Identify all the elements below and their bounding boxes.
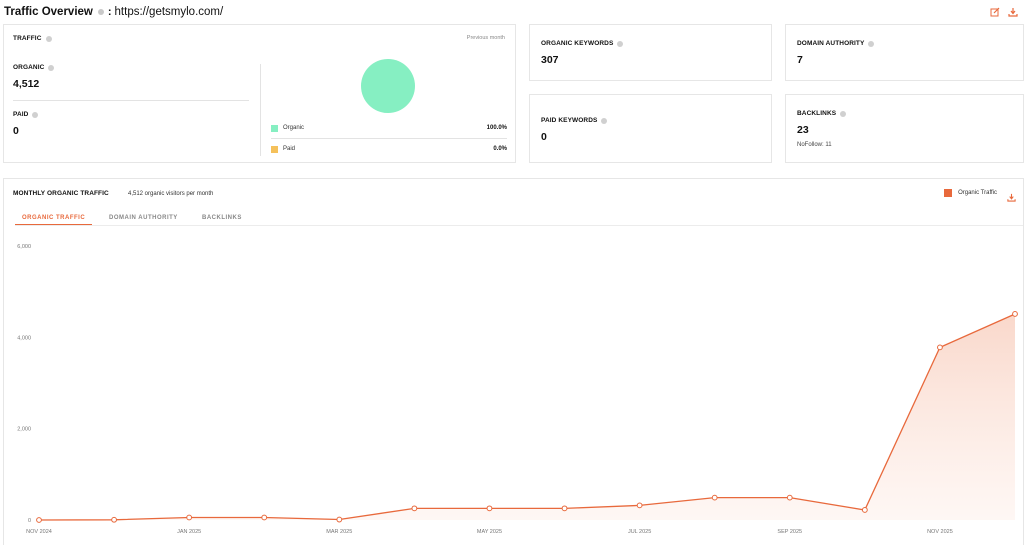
- domain-authority-value: 7: [797, 54, 803, 66]
- organic-value: 4,512: [13, 78, 40, 90]
- legend-pct-organic: 100.0%: [486, 125, 507, 131]
- active-tab-underline: [15, 224, 92, 225]
- info-icon[interactable]: [601, 117, 608, 124]
- organic-keywords-label: ORGANIC KEYWORDS: [541, 40, 624, 47]
- tab-backlinks[interactable]: BACKLINKS: [202, 215, 242, 221]
- traffic-card: TRAFFIC Previous month ORGANIC 4,512 PAI…: [3, 24, 516, 163]
- vertical-divider: [260, 64, 261, 156]
- paid-value: 0: [13, 125, 19, 137]
- info-icon[interactable]: [840, 110, 847, 117]
- tabs-divider: [15, 225, 1023, 226]
- organic-keywords-card: ORGANIC KEYWORDS 307: [529, 24, 772, 81]
- monthly-traffic-card: MONTHLY ORGANIC TRAFFIC 4,512 organic vi…: [3, 178, 1024, 545]
- info-icon[interactable]: [97, 9, 104, 15]
- domain-authority-label: DOMAIN AUTHORITY: [797, 40, 875, 47]
- traffic-pie-chart: [361, 59, 415, 113]
- divider: [271, 138, 507, 139]
- nofollow-count: NoFollow: 11: [797, 142, 832, 148]
- backlinks-card: BACKLINKS 23 NoFollow: 11: [785, 94, 1024, 163]
- legend-row-paid: Paid 0.0%: [271, 146, 507, 156]
- backlinks-value: 23: [797, 124, 809, 136]
- header-actions: [990, 4, 1018, 17]
- period-label: Previous month: [466, 35, 505, 41]
- monthly-traffic-title: MONTHLY ORGANIC TRAFFIC: [13, 190, 109, 197]
- legend-label-paid: Paid: [283, 146, 296, 152]
- edit-icon[interactable]: [990, 4, 1000, 17]
- tab-domain-authority[interactable]: DOMAIN AUTHORITY: [109, 215, 178, 221]
- traffic-label: TRAFFIC: [13, 35, 52, 42]
- domain-authority-card: DOMAIN AUTHORITY 7: [785, 24, 1024, 81]
- monthly-traffic-subtitle: 4,512 organic visitors per month: [128, 191, 214, 197]
- pie-slice-organic: [361, 59, 415, 113]
- legend-label-organic: Organic: [283, 125, 305, 131]
- paid-keywords-value: 0: [541, 131, 547, 143]
- divider: [13, 100, 249, 101]
- paid-keywords-card: PAID KEYWORDS 0: [529, 94, 772, 163]
- info-icon[interactable]: [48, 64, 55, 71]
- download-icon[interactable]: [1007, 189, 1016, 202]
- legend-label-organic-traffic: Organic Traffic: [958, 190, 997, 196]
- legend-swatch-paid: [271, 146, 278, 153]
- legend-row-organic: Organic 100.0%: [271, 125, 507, 139]
- domain-url: https://getsmylo.com/: [114, 6, 224, 18]
- legend-swatch-organic-traffic: [944, 189, 953, 197]
- tab-organic-traffic[interactable]: ORGANIC TRAFFIC: [22, 215, 86, 221]
- organic-keywords-value: 307: [541, 54, 559, 66]
- legend-pct-paid: 0.0%: [493, 146, 507, 152]
- paid-label: PAID: [13, 111, 39, 118]
- page-header: Traffic Overview : https://getsmylo.com/: [4, 3, 223, 21]
- backlinks-label: BACKLINKS: [797, 110, 847, 117]
- info-icon[interactable]: [617, 40, 624, 47]
- organic-label: ORGANIC: [13, 64, 55, 71]
- legend-swatch-organic: [271, 125, 278, 132]
- info-icon[interactable]: [32, 111, 39, 118]
- paid-keywords-label: PAID KEYWORDS: [541, 117, 608, 124]
- chart-legend: Organic Traffic: [944, 189, 997, 197]
- info-icon[interactable]: [45, 35, 52, 42]
- download-icon[interactable]: [1008, 4, 1018, 17]
- title-separator: :: [107, 6, 112, 18]
- info-icon[interactable]: [868, 40, 875, 47]
- page-title: Traffic Overview: [4, 6, 93, 18]
